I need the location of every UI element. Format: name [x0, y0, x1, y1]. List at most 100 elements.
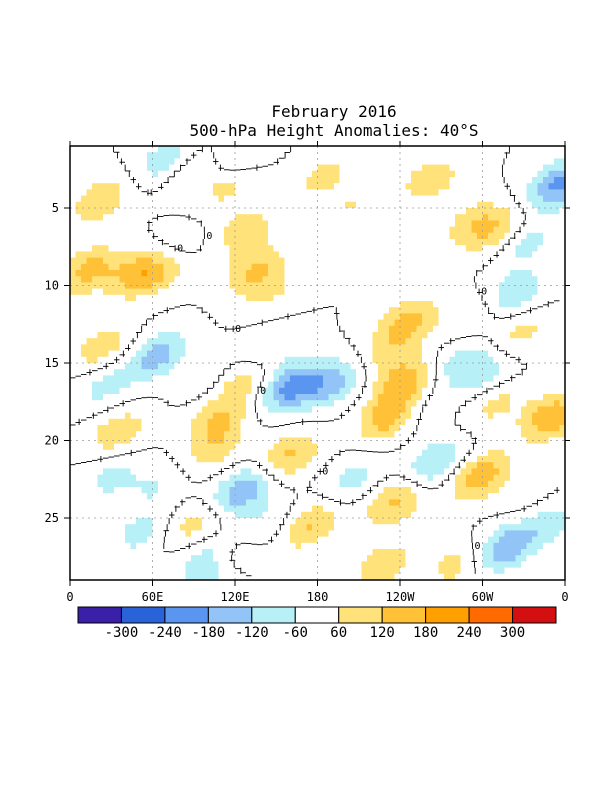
heatmap-cell: [92, 381, 99, 389]
heatmap-cell: [240, 394, 247, 401]
heatmap-cell: [224, 363, 231, 370]
heatmap-cell: [416, 542, 423, 550]
heatmap-cell: [273, 288, 280, 296]
heatmap-cell: [218, 152, 225, 159]
heatmap-cell: [125, 530, 132, 538]
heatmap-cell: [235, 499, 242, 507]
heatmap-cell: [119, 406, 126, 414]
heatmap-cell: [268, 400, 275, 407]
heatmap-cell: [323, 394, 330, 401]
heatmap-cell: [158, 319, 165, 327]
heatmap-cell: [262, 301, 269, 308]
heatmap-cell: [86, 487, 93, 494]
heatmap-cell: [273, 301, 280, 308]
heatmap-cell: [301, 319, 308, 327]
heatmap-cell: [290, 307, 297, 314]
heatmap-cell: [108, 443, 115, 451]
heatmap-cell: [295, 338, 302, 345]
heatmap-cell: [229, 474, 236, 482]
heatmap-cell: [295, 412, 302, 420]
heatmap-cell: [97, 344, 104, 352]
heatmap-cell: [207, 350, 214, 358]
heatmap-cell: [158, 412, 165, 420]
heatmap-cell: [306, 400, 313, 407]
heatmap-cell: [191, 381, 198, 389]
heatmap-cell: [389, 493, 396, 500]
heatmap-cell: [152, 487, 159, 494]
heatmap-cell: [174, 288, 181, 296]
heatmap-cell: [427, 511, 434, 519]
heatmap-cell: [345, 332, 352, 339]
heatmap-cell: [86, 301, 93, 308]
heatmap-cell: [301, 536, 308, 544]
heatmap-cell: [180, 456, 187, 463]
heatmap-cell: [180, 480, 187, 488]
heatmap-cell: [427, 431, 434, 438]
heatmap-cell: [70, 344, 77, 352]
heatmap-cell: [301, 164, 308, 172]
heatmap-cell: [235, 549, 242, 556]
heatmap-cell: [97, 394, 104, 401]
heatmap-cell: [449, 208, 456, 215]
heatmap-cell: [251, 356, 258, 364]
heatmap-cell: [356, 431, 363, 438]
heatmap-cell: [218, 549, 225, 556]
heatmap-cell: [147, 146, 154, 153]
heatmap-cell: [185, 282, 192, 290]
heatmap-cell: [279, 431, 286, 438]
heatmap-cell: [339, 387, 346, 395]
heatmap-cell: [295, 369, 302, 376]
heatmap-cell: [218, 251, 225, 259]
heatmap-cell: [130, 406, 137, 414]
heatmap-cell: [136, 549, 143, 556]
heatmap-cell: [218, 195, 225, 203]
heatmap-cell: [185, 561, 192, 569]
heatmap-cell: [136, 375, 143, 383]
heatmap-cell: [422, 549, 429, 556]
heatmap-cell: [350, 487, 357, 494]
heatmap-cell: [361, 542, 368, 550]
heatmap-cell: [174, 170, 181, 178]
heatmap-cell: [317, 251, 324, 259]
heatmap-cell: [169, 449, 176, 457]
heatmap-cell: [169, 214, 176, 221]
heatmap-cell: [323, 338, 330, 345]
heatmap-cell: [86, 158, 93, 166]
heatmap-cell: [301, 356, 308, 364]
heatmap-cell: [196, 177, 203, 184]
heatmap-cell: [361, 536, 368, 544]
heatmap-cell: [169, 561, 176, 569]
heatmap-cell: [114, 257, 121, 265]
heatmap-cell: [312, 220, 319, 228]
heatmap-cell: [284, 338, 291, 345]
heatmap-cell: [268, 443, 275, 451]
heatmap-cell: [334, 232, 341, 240]
heatmap-cell: [152, 245, 159, 252]
heatmap-cell: [86, 412, 93, 420]
heatmap-cell: [433, 344, 440, 352]
heatmap-cell: [147, 195, 154, 203]
heatmap-cell: [180, 406, 187, 414]
heatmap-cell: [367, 493, 374, 500]
heatmap-cell: [92, 158, 99, 166]
heatmap-cell: [246, 183, 253, 190]
heatmap-cell: [273, 511, 280, 519]
heatmap-cell: [328, 425, 335, 432]
heatmap-cell: [147, 338, 154, 345]
heatmap-cell: [312, 350, 319, 358]
heatmap-cell: [163, 251, 170, 259]
heatmap-cell: [383, 561, 390, 569]
heatmap-cell: [207, 189, 214, 197]
heatmap-cell: [97, 449, 104, 457]
heatmap-cell: [295, 177, 302, 184]
heatmap-cell: [114, 245, 121, 252]
heatmap-cell: [97, 338, 104, 345]
heatmap-cell: [455, 437, 462, 445]
heatmap-cell: [202, 474, 209, 482]
heatmap-cell: [290, 164, 297, 172]
heatmap-cell: [427, 170, 434, 178]
heatmap-cell: [356, 245, 363, 252]
heatmap-cell: [400, 152, 407, 159]
heatmap-cell: [202, 350, 209, 358]
